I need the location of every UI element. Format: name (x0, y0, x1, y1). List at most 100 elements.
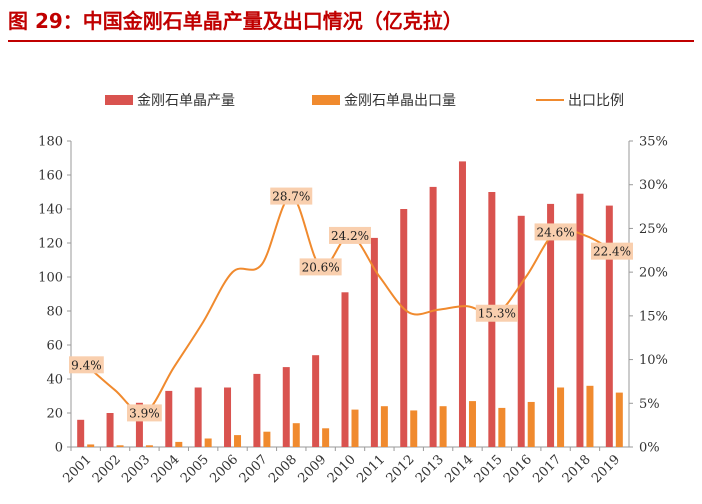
legend-swatch-export (312, 95, 340, 105)
x-tick-label: 2006 (207, 452, 241, 486)
production-bar (341, 292, 349, 447)
export-bar (204, 438, 212, 447)
left-tick-label: 0 (55, 441, 63, 456)
legend-swatch-production (105, 95, 133, 105)
right-tick-label: 15% (639, 309, 668, 324)
production-bar (282, 367, 290, 447)
legend-label-production: 金刚石单晶产量 (137, 93, 235, 109)
data-label-box (534, 223, 577, 241)
x-tick-label: 2002 (90, 452, 124, 486)
bars (77, 161, 623, 447)
data-label: 9.4% (71, 358, 102, 372)
export-bar (87, 444, 95, 447)
export-bar (410, 410, 418, 447)
data-label: 15.3% (478, 307, 516, 321)
legend-label-ratio: 出口比例 (568, 93, 624, 109)
left-tick-label: 160 (38, 169, 63, 184)
data-label: 24.6% (537, 225, 575, 239)
left-tick-label: 20 (46, 407, 63, 422)
data-label-box (329, 226, 371, 244)
x-tick-label: 2012 (384, 452, 418, 486)
x-tick-label: 2019 (589, 452, 623, 486)
left-tick-label: 120 (38, 237, 63, 252)
right-tick-label: 10% (639, 353, 668, 368)
x-tick-label: 2008 (266, 452, 300, 486)
production-bar (429, 186, 437, 447)
export-bar (263, 431, 271, 447)
x-tick-label: 2017 (530, 452, 564, 486)
chart-title: 图 29：中国金刚石单晶产量及出口情况（亿克拉） (8, 9, 463, 33)
export-bar (380, 406, 388, 447)
x-tick-label: 2004 (149, 452, 183, 486)
axes: 0 20 40 60 80 100 120 140 160 180 0% 5% 10% 15% 20% 25%… (38, 135, 668, 487)
x-tick-label: 2005 (178, 452, 212, 486)
right-tick-label: 0% (639, 441, 660, 456)
export-bar (351, 409, 359, 447)
data-label: 20.6% (302, 260, 340, 274)
left-tick-label: 80 (46, 305, 63, 320)
export-bar (615, 392, 623, 447)
export-bar (145, 445, 153, 447)
production-bar (458, 161, 466, 447)
right-tick-label: 25% (639, 222, 668, 237)
title-underline (8, 40, 694, 42)
left-tick-label: 180 (38, 135, 63, 150)
production-bar (253, 373, 261, 447)
export-bar (498, 407, 506, 447)
data-label: 28.7% (272, 190, 310, 204)
left-tick-label: 100 (38, 271, 63, 286)
x-tick-label: 2010 (325, 452, 359, 486)
left-tick-label: 140 (38, 203, 63, 218)
data-labels: 9.4% 3.9% 28.7% 20.6% 24.2% 15.3% 24.6% 22.4% (69, 187, 633, 422)
production-bar (106, 413, 114, 447)
data-label: 22.4% (593, 245, 631, 259)
data-label-box (127, 404, 162, 422)
production-bar (194, 387, 202, 447)
production-bar (224, 387, 232, 447)
production-bar (605, 205, 613, 447)
x-tick-label: 2011 (354, 452, 388, 486)
data-label-box (299, 258, 342, 276)
right-tick-label: 30% (639, 178, 668, 193)
export-bar (439, 406, 447, 447)
export-bar (586, 385, 594, 447)
right-tick-label: 20% (639, 266, 668, 281)
left-tick-label: 60 (46, 339, 63, 354)
left-tick-label: 40 (46, 373, 63, 388)
x-tick-label: 2007 (237, 452, 271, 486)
production-bar (77, 419, 85, 447)
production-bar (517, 215, 525, 447)
data-label: 24.2% (331, 229, 369, 243)
production-bar (400, 209, 408, 447)
production-bar (547, 203, 555, 447)
x-tick-label: 2018 (560, 452, 594, 486)
export-bar (292, 423, 300, 447)
legend: 金刚石单晶产量 金刚石单晶出口量 出口比例 (105, 93, 624, 109)
export-bar (322, 428, 330, 447)
export-bar (175, 441, 183, 447)
data-label-box (69, 356, 104, 374)
production-bar (135, 402, 143, 447)
x-tick-label: 2016 (501, 452, 535, 486)
right-tick-label: 35% (639, 135, 668, 150)
production-bar (576, 193, 584, 447)
x-tick-label: 2003 (119, 452, 153, 486)
export-bar (116, 445, 124, 447)
x-tick-label: 2009 (295, 452, 329, 486)
x-tick-label: 2015 (472, 452, 506, 486)
production-bar (165, 390, 173, 447)
data-label-box (270, 187, 313, 205)
x-tick-label: 2013 (413, 452, 447, 486)
right-tick-label: 5% (639, 397, 660, 412)
data-label-box (475, 304, 518, 322)
export-bar (468, 401, 476, 447)
legend-label-export: 金刚石单晶出口量 (344, 93, 456, 109)
data-label-box (591, 242, 633, 260)
export-bar (557, 387, 565, 447)
production-bar (370, 237, 378, 447)
data-label: 3.9% (129, 406, 160, 420)
x-tick-label: 2014 (442, 452, 476, 486)
export-bar (527, 401, 535, 447)
production-bar (312, 355, 320, 447)
